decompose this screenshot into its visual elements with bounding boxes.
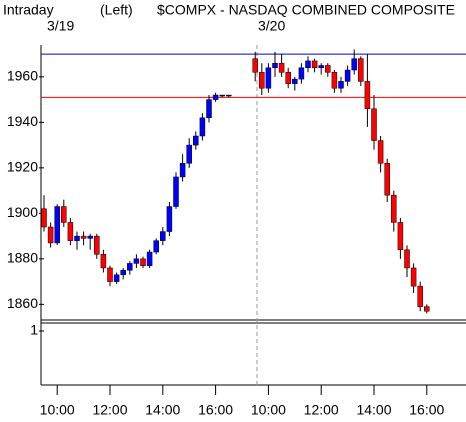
- date-label: 3/19: [47, 18, 74, 34]
- candle-body: [417, 285, 423, 307]
- date-label: 3/20: [258, 18, 285, 34]
- candle-body: [344, 69, 351, 82]
- candle-body: [54, 206, 60, 244]
- chart-subtitle: Intraday: [3, 2, 54, 18]
- candle-body: [173, 176, 179, 207]
- y-tick-label: 1920: [7, 159, 38, 175]
- x-tick-label: 16:00: [409, 402, 444, 418]
- axis-label: (Left): [100, 2, 133, 18]
- candle-body: [140, 258, 146, 266]
- x-tick-label: 10:00: [40, 402, 75, 418]
- candle-body: [325, 65, 331, 73]
- candle-body: [113, 274, 120, 282]
- candle-body: [67, 222, 74, 241]
- candle-body: [371, 108, 377, 141]
- candle-body: [265, 67, 272, 89]
- candle-body: [127, 263, 133, 271]
- y-tick-label: 1900: [7, 204, 38, 220]
- candle-body: [160, 231, 166, 241]
- candle-body: [219, 94, 225, 97]
- y-tick-label: 1940: [7, 113, 38, 129]
- candle-body: [100, 254, 107, 269]
- y-tick-label: 1: [30, 322, 38, 338]
- y-tick-label: 1960: [7, 68, 38, 84]
- candle-body: [212, 94, 219, 100]
- candle-body: [133, 258, 140, 264]
- candle-body: [252, 58, 258, 73]
- candle-body: [153, 240, 159, 253]
- candle-body: [166, 206, 173, 232]
- candle-body: [206, 99, 212, 119]
- candle-body: [272, 62, 278, 69]
- candle-body: [338, 81, 344, 89]
- candle-body: [259, 72, 265, 89]
- candle-body: [351, 58, 357, 71]
- candle-body: [298, 67, 305, 80]
- candle-body: [410, 267, 417, 287]
- candle-body: [305, 60, 311, 68]
- x-tick-label: 10:00: [251, 402, 286, 418]
- x-tick-label: 14:00: [356, 402, 391, 418]
- candle-body: [61, 206, 67, 223]
- candle-body: [292, 78, 298, 84]
- candle-body: [226, 94, 232, 97]
- x-tick-label: 12:00: [304, 402, 339, 418]
- candle-body: [74, 235, 80, 241]
- candle-body: [41, 208, 47, 228]
- candle-body: [87, 235, 93, 239]
- candle-body: [146, 251, 153, 266]
- candle-body: [179, 163, 186, 178]
- candle-body: [384, 163, 390, 196]
- candle-body: [186, 144, 192, 164]
- candle-body: [311, 60, 318, 68]
- candle-body: [377, 140, 384, 164]
- chart-title: $COMPX - NASDAQ COMBINED COMPOSITE: [157, 2, 455, 18]
- y-tick-label: 1860: [7, 295, 38, 311]
- candle-body: [424, 306, 430, 312]
- candle-body: [391, 194, 397, 223]
- candle-body: [120, 269, 126, 276]
- candle-body: [94, 235, 100, 255]
- candle-body: [364, 81, 371, 109]
- candle-body: [107, 267, 113, 282]
- candle-body: [47, 226, 54, 244]
- candle-body: [397, 222, 404, 250]
- candle-body: [285, 72, 291, 84]
- candle-body: [80, 235, 87, 239]
- x-tick-label: 14:00: [145, 402, 180, 418]
- candle-body: [358, 58, 364, 82]
- x-tick-label: 16:00: [198, 402, 233, 418]
- candle-body: [331, 72, 338, 89]
- x-tick-label: 12:00: [92, 402, 127, 418]
- candle-body: [404, 249, 410, 269]
- candle-body: [318, 65, 324, 68]
- candle-body: [278, 62, 285, 73]
- candle-body: [193, 135, 199, 146]
- candle-body: [199, 117, 206, 137]
- y-tick-label: 1880: [7, 250, 38, 266]
